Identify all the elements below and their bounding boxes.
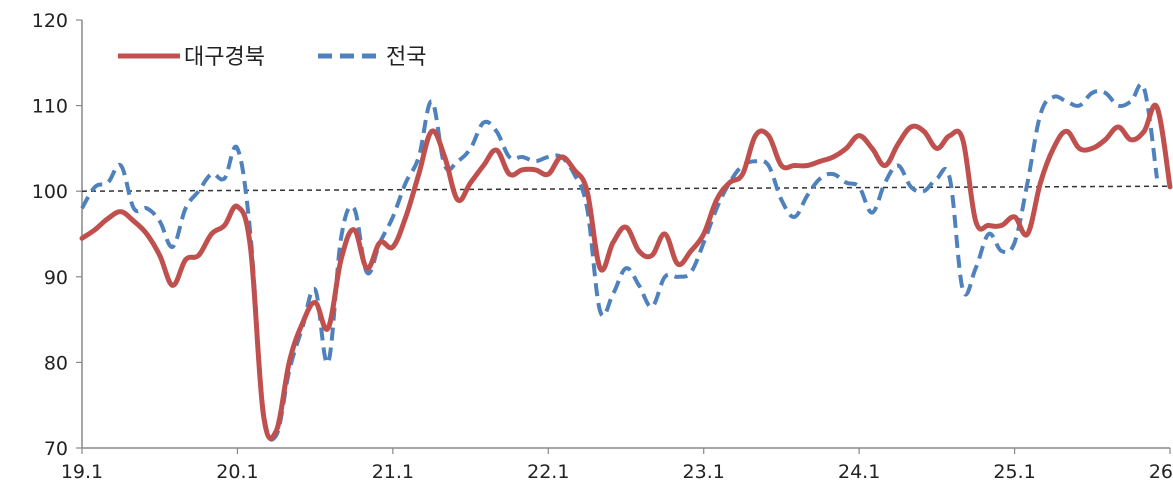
y-tick-label: 90: [44, 267, 68, 289]
series-line-national: [80, 82, 1159, 442]
series-line-daegu-gyeongbuk: [79, 102, 1173, 441]
x-tick-label: 25.1: [993, 461, 1035, 483]
x-tick-label: 22.1: [527, 461, 569, 483]
y-tick-label: 100: [32, 181, 68, 203]
y-tick-label: 120: [32, 10, 68, 32]
x-tick-label: 21.1: [372, 461, 414, 483]
reference-line-100: [81, 185, 1171, 192]
x-tick-label: 19.1: [61, 461, 103, 483]
x-tick-label: 20.1: [216, 461, 258, 483]
x-tick-label: 24.1: [838, 461, 880, 483]
y-tick-label: 70: [44, 438, 68, 460]
legend-label-national: 전국: [386, 45, 426, 70]
legend: 대구경북 전국: [118, 45, 426, 70]
y-tick-label: 80: [44, 352, 68, 374]
reference-line: [81, 185, 1171, 192]
legend-label-daegu-gyeongbuk: 대구경북: [184, 45, 265, 70]
x-tick-label: 26.1: [1149, 461, 1173, 483]
y-tick-label: 110: [32, 96, 68, 118]
x-tick-label: 23.1: [683, 461, 725, 483]
series-lines: [79, 82, 1173, 442]
axes: 70 80 90 100 110 120 19.1 20.1 21.1 22.1 23.1 24.1 2…: [32, 10, 1173, 483]
